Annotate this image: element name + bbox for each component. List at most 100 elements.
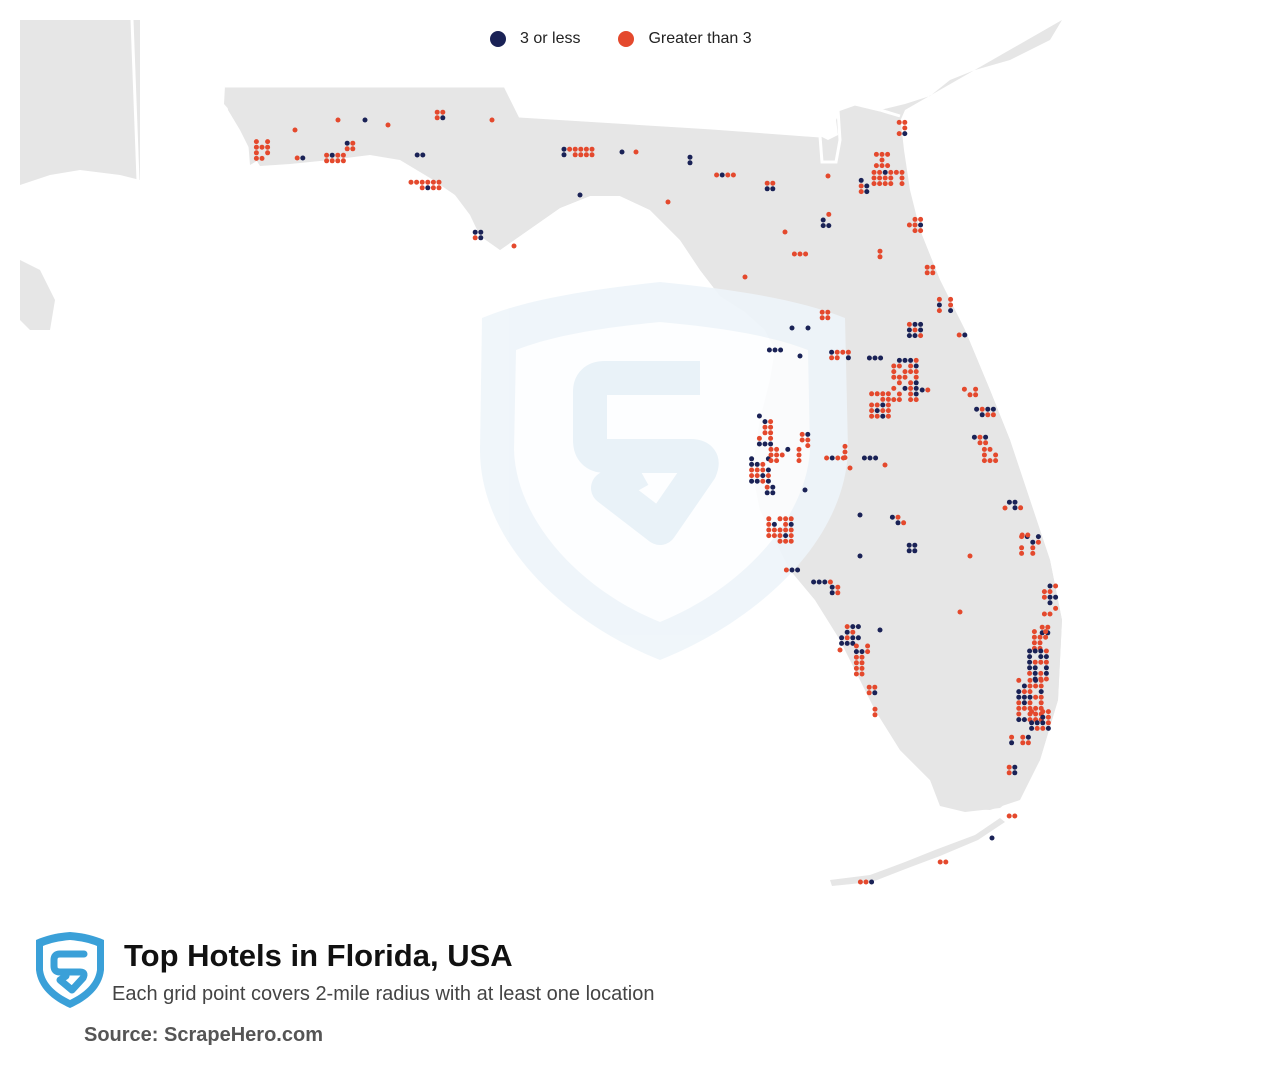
grid-point-low [766,347,772,353]
grid-point-low [845,355,851,361]
grid-point-high [948,302,954,308]
grid-point-high [292,127,298,133]
grid-point-high [912,228,918,234]
grid-point-high [877,181,883,187]
grid-point-low [778,347,784,353]
grid-point-low [770,186,776,192]
grid-point-high [1037,634,1043,640]
grid-point-low [867,455,873,461]
grid-point-high [985,412,991,418]
florida-map [20,19,1062,886]
grid-point-high [1033,694,1039,700]
grid-point-low [478,229,484,235]
grid-point-high [1034,725,1040,731]
grid-point-high [859,654,865,660]
grid-point-high [825,173,831,179]
grid-point-low [820,217,826,223]
grid-point-high [882,175,888,181]
grid-point-low [918,327,924,333]
grid-point-high [924,270,930,276]
grid-point-high [578,146,584,152]
grid-point-high [1045,714,1051,720]
grid-point-high [885,163,891,169]
grid-point-high [1016,677,1022,683]
grid-point-low [764,490,770,496]
grid-point-high [879,157,885,163]
grid-point-high [1037,640,1043,646]
grid-point-high [866,684,872,690]
grid-point-low [768,441,774,447]
grid-point-low [1053,594,1059,600]
grid-point-low [764,186,770,192]
grid-point-high [1027,670,1033,676]
grid-point-low [785,446,791,452]
grid-point-low [805,325,811,331]
grid-point-low [877,627,883,633]
grid-point-low [1033,677,1039,683]
grid-point-high [899,181,905,187]
grid-point-low [772,347,778,353]
grid-point-high [749,467,755,473]
grid-point-low [962,332,968,338]
grid-point-high [936,296,942,302]
grid-point-high [1043,629,1049,635]
grid-point-low [983,434,989,440]
grid-point-high [1043,648,1049,654]
grid-point-high [430,185,436,191]
legend-high-label: Greater than 3 [648,30,752,47]
grid-point-low [472,229,478,235]
grid-point-high [827,579,833,585]
grid-point-high [899,175,905,181]
grid-point-high [253,150,259,156]
grid-point-low [990,406,996,412]
grid-point-low [912,542,918,548]
grid-point-low [850,635,856,641]
grid-point-low [912,321,918,327]
grid-point-high [837,647,843,653]
grid-point-high [819,309,825,315]
grid-point-high [344,146,350,152]
grid-point-high [768,430,774,436]
grid-point-high [902,369,908,375]
grid-point-high [1033,683,1039,689]
grid-point-low [1027,654,1033,660]
grid-point-low [873,455,879,461]
grid-point-high [981,446,987,452]
grid-point-low [300,155,306,161]
grid-point-high [1012,813,1018,819]
grid-point-high [578,152,584,158]
grid-point-high [885,413,891,419]
grid-point-low [1034,720,1040,726]
grid-point-high [1020,740,1026,746]
grid-point-high [896,397,902,403]
grid-point-high [760,467,766,473]
grid-point-high [981,458,987,464]
grid-point-high [329,158,335,164]
grid-point-low [1012,499,1018,505]
grid-point-low [414,152,420,158]
grid-point-high [840,349,846,355]
grid-point-low [896,357,902,363]
grid-point-low [1009,740,1015,746]
grid-point-high [948,296,954,302]
grid-point-low [1029,725,1035,731]
grid-point-high [872,684,878,690]
grid-point-high [899,169,905,175]
grid-point-low [906,548,912,554]
grid-point-low [425,185,431,191]
grid-point-high [859,660,865,666]
grid-point-high [869,408,875,414]
grid-point-high [440,109,446,115]
grid-point-low [816,579,822,585]
grid-point-low [850,624,856,630]
grid-point-high [472,235,478,241]
grid-point-low [1012,505,1018,511]
grid-point-high [977,434,983,440]
grid-point-high [749,473,755,479]
grid-point-low [989,835,995,841]
grid-point-low [908,357,914,363]
grid-point-low [762,419,768,425]
grid-point-low [913,385,919,391]
grid-point-high [1027,683,1033,689]
grid-point-low [1043,665,1049,671]
